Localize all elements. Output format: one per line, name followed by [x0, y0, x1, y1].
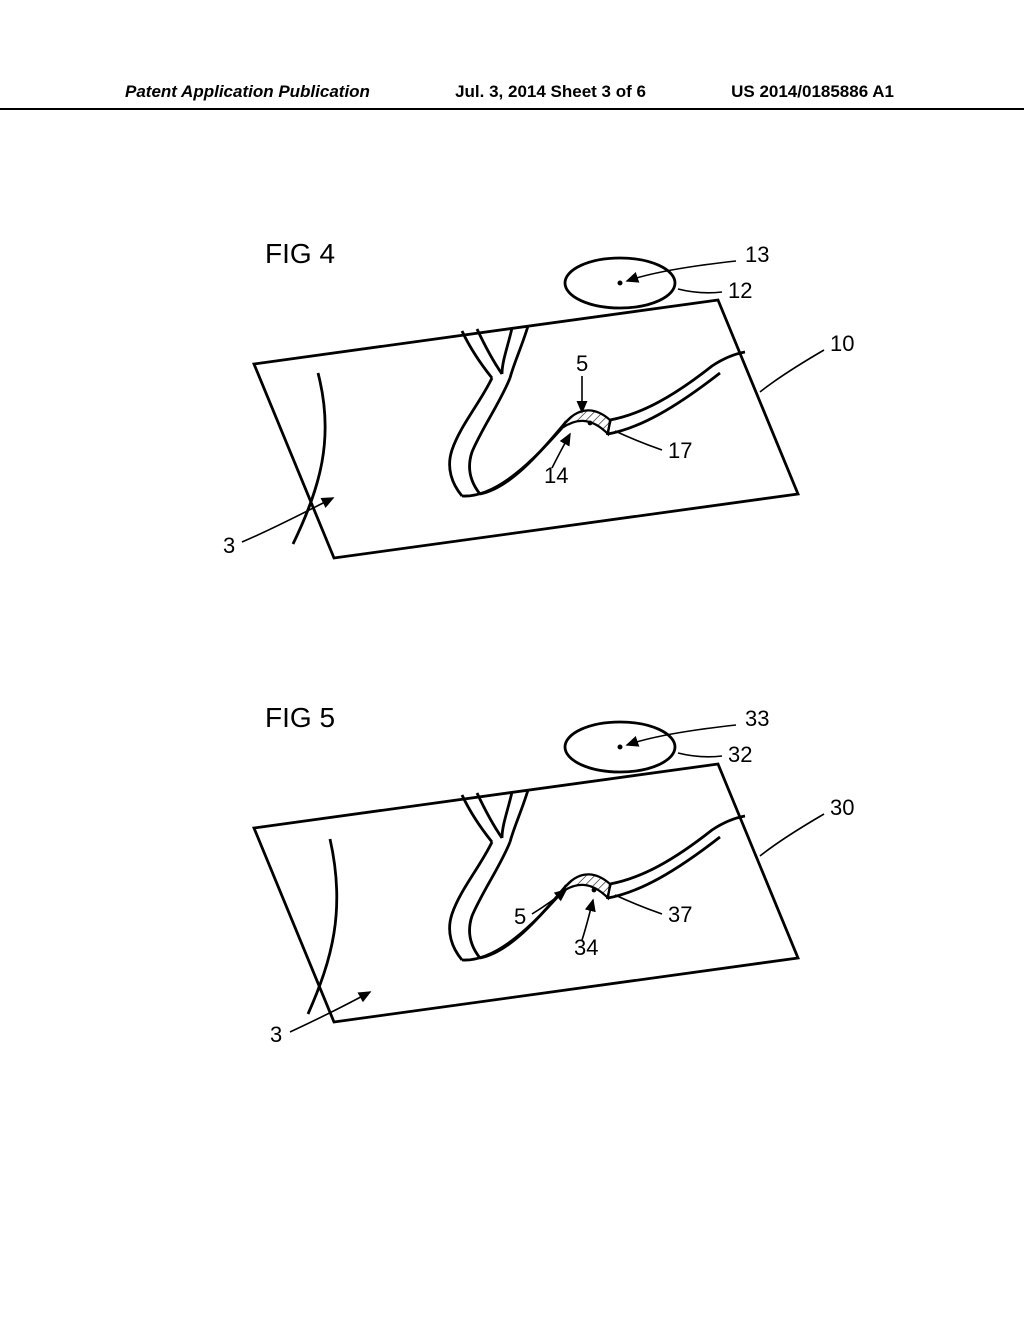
- svg-text:14: 14: [544, 463, 568, 488]
- svg-text:34: 34: [574, 935, 598, 960]
- svg-text:37: 37: [668, 902, 692, 927]
- curve-3: [308, 839, 337, 1014]
- svg-text:5: 5: [576, 351, 588, 376]
- patent-header: Patent Application Publication Jul. 3, 2…: [0, 82, 1024, 110]
- svg-text:30: 30: [830, 795, 854, 820]
- svg-text:13: 13: [745, 242, 769, 267]
- image-plane: [254, 300, 798, 558]
- fig4-svg: 13 12 10 5 17 14 3: [150, 228, 870, 608]
- dot-33: [618, 745, 623, 750]
- ref-numerals: 33 32 30 5 37 34 3: [270, 706, 854, 1047]
- svg-text:12: 12: [728, 278, 752, 303]
- svg-text:3: 3: [270, 1022, 282, 1047]
- svg-text:17: 17: [668, 438, 692, 463]
- stenosis: [562, 874, 610, 898]
- fig5-container: 33 32 30 5 37 34 3: [150, 692, 870, 1072]
- header-right: US 2014/0185886 A1: [731, 82, 894, 102]
- curve-3: [293, 373, 325, 544]
- stenosis: [562, 410, 610, 434]
- header-left: Patent Application Publication: [125, 82, 370, 102]
- svg-text:10: 10: [830, 331, 854, 356]
- svg-text:5: 5: [514, 904, 526, 929]
- svg-text:33: 33: [745, 706, 769, 731]
- svg-text:32: 32: [728, 742, 752, 767]
- header-center: Jul. 3, 2014 Sheet 3 of 6: [455, 82, 646, 102]
- svg-text:3: 3: [223, 533, 235, 558]
- dot-13: [618, 281, 623, 286]
- fig4-container: 13 12 10 5 17 14 3: [150, 228, 870, 608]
- fig5-svg: 33 32 30 5 37 34 3: [150, 692, 870, 1072]
